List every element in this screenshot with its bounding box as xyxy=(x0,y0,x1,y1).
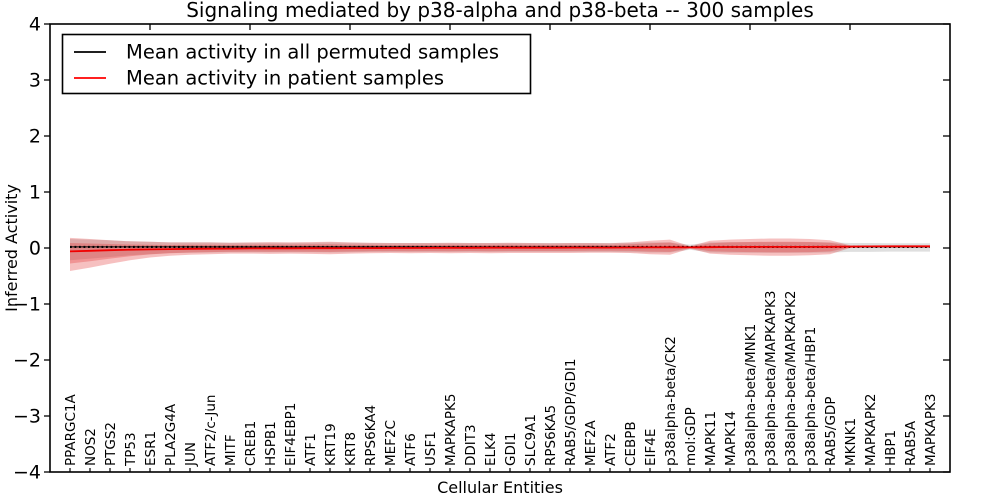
x-tick-label: TP53 xyxy=(123,432,139,467)
y-tick-label: 4 xyxy=(29,14,41,36)
x-tick-label: EIF4E xyxy=(643,429,659,466)
y-tick-label: 3 xyxy=(29,70,41,92)
x-tick-label: KRT8 xyxy=(343,432,359,466)
legend: Mean activity in all permuted samples Me… xyxy=(61,33,532,95)
x-tick-label: PTGS2 xyxy=(103,422,119,466)
legend-box xyxy=(61,33,532,95)
x-tick-label: SLC9A1 xyxy=(523,414,539,466)
y-tick-label: −1 xyxy=(13,294,41,316)
x-tick-label: MKNK1 xyxy=(843,418,859,466)
x-tick-label: RAB5A xyxy=(903,420,919,466)
x-tick-label: ATF2 xyxy=(603,433,619,466)
y-tick-label: −3 xyxy=(13,406,41,428)
x-axis-title: Cellular Entities xyxy=(437,478,563,497)
x-tick-label: EIF4EBP1 xyxy=(283,403,299,466)
x-tick-label: MEF2A xyxy=(583,419,599,466)
x-tick-label: p38alpha-beta/HBP1 xyxy=(803,327,819,466)
x-tick-label: ELK4 xyxy=(483,433,499,467)
x-tick-label: NOS2 xyxy=(83,428,99,466)
x-tick-label: KRT19 xyxy=(323,423,339,466)
x-tick-label: MAPK11 xyxy=(703,411,719,466)
x-tick-label: ATF6 xyxy=(403,433,419,466)
x-tick-label: MAPK14 xyxy=(723,411,739,466)
x-tick-label: RPS6KA4 xyxy=(363,405,379,466)
plot-area: 4 3 2 1 0 −1 −2 −3 −4 PPARGC1A NOS2 PTGS2 TP53 ESR1 PL… xyxy=(13,14,951,484)
x-tick-label: USF1 xyxy=(423,431,439,466)
y-axis-title: Inferred Activity xyxy=(2,184,21,312)
x-tick-label: JUN xyxy=(183,442,199,467)
x-tick-label: MITF xyxy=(223,434,239,466)
y-tick-label: 2 xyxy=(29,126,41,148)
x-tick-label: PLA2G4A xyxy=(163,403,179,466)
y-tick-label: −4 xyxy=(13,462,41,484)
x-tick-label: RAB5/GDP/GDI1 xyxy=(563,359,579,466)
legend-permuted-label: Mean activity in all permuted samples xyxy=(126,41,499,64)
x-tick-label: GDI1 xyxy=(503,433,519,466)
patient-mean-line xyxy=(69,245,930,253)
x-tick-label: ESR1 xyxy=(143,431,159,466)
x-tick-label: RPS6KA5 xyxy=(543,405,559,466)
x-tick-label: p38alpha-beta/CK2 xyxy=(663,336,679,466)
y-tick-label: −2 xyxy=(13,350,41,372)
x-tick-label: MAPKAPK3 xyxy=(923,394,939,466)
x-tick-label: DDIT3 xyxy=(463,424,479,466)
x-tick-label: MAPKAPK2 xyxy=(863,394,879,466)
x-tick-label: CREB1 xyxy=(243,421,259,466)
x-tick-label: PPARGC1A xyxy=(63,393,79,466)
x-tick-label: mol:GDP xyxy=(683,407,699,466)
x-tick-label: MEF2C xyxy=(383,420,399,466)
permuted-range-band xyxy=(70,239,930,261)
legend-patient-label: Mean activity in patient samples xyxy=(126,67,444,90)
x-tick-label: p38alpha-beta/MAPKAPK2 xyxy=(783,291,799,467)
x-tick-label: p38alpha-beta/MNK1 xyxy=(743,324,759,466)
y-tick-label: 1 xyxy=(29,182,41,204)
x-tick-label: ATF1 xyxy=(303,433,319,466)
x-tick-label: HSPB1 xyxy=(263,421,279,466)
x-tick-label: MAPKAPK5 xyxy=(443,394,459,466)
x-tick-label: RAB5/GDP xyxy=(823,397,839,466)
x-tick-label: HBP1 xyxy=(883,430,899,466)
x-tick-label: ATF2/c-Jun xyxy=(203,395,219,466)
x-tick-label: p38alpha-beta/MAPKAPK3 xyxy=(763,291,779,467)
x-tick-label: CEBPB xyxy=(623,421,639,466)
chart-title: Signaling mediated by p38-alpha and p38-… xyxy=(186,0,814,22)
y-tick-label: 0 xyxy=(29,238,41,260)
